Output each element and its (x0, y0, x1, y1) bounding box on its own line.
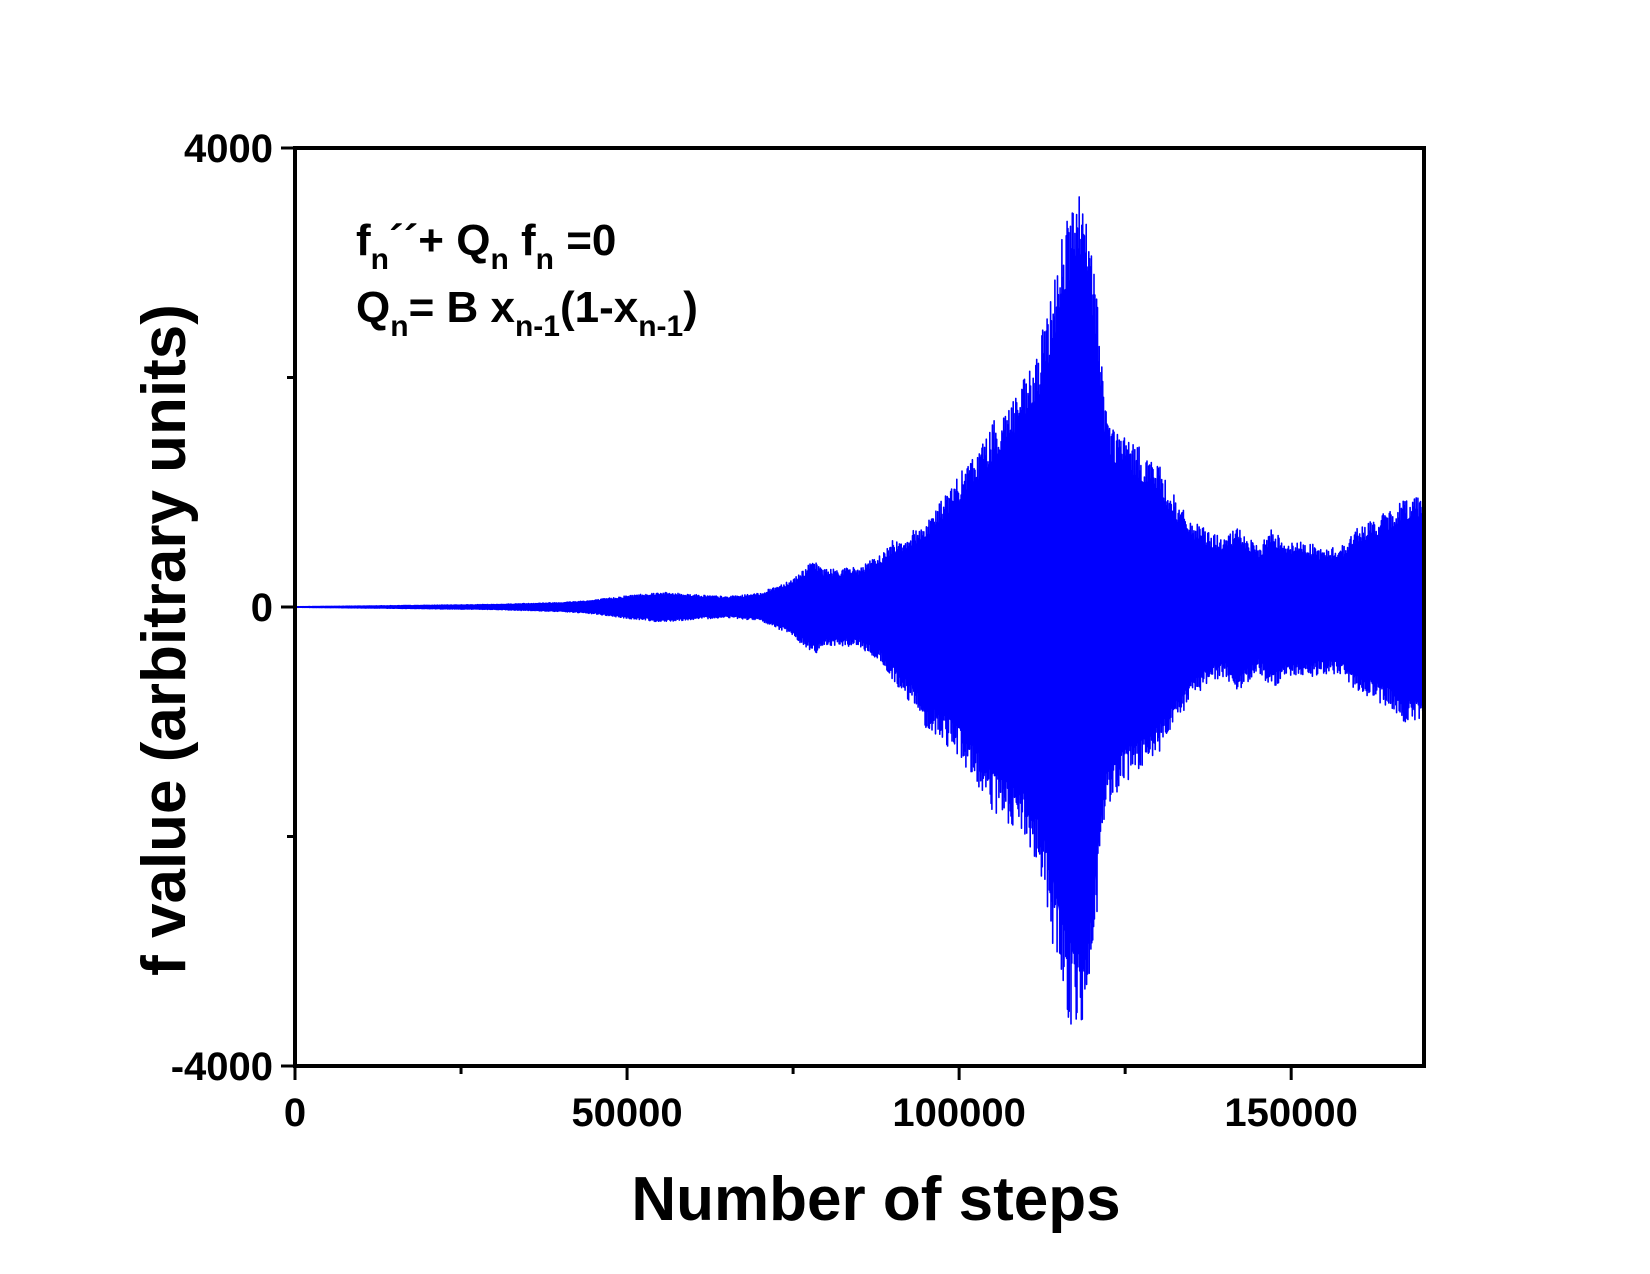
y-tick-label: 0 (251, 586, 273, 630)
axes (281, 146, 1426, 1080)
x-tick-label: 150000 (1224, 1091, 1357, 1135)
y-axis-title: f value (arbitrary units) (130, 304, 199, 976)
series-envelope (295, 273, 1424, 951)
y-tick-label: -4000 (171, 1045, 273, 1089)
plot-area (294, 196, 1425, 1025)
x-axis-title: Number of steps (631, 1165, 1120, 1234)
equation-line-2: Qn= B xn-1(1-xn-1) (356, 283, 698, 343)
equation-line-1: fn´´+ Qn fn =0 (356, 216, 616, 276)
equation-annotation: fn´´+ Qn fn =0 Qn= B xn-1(1-xn-1) (356, 216, 698, 343)
x-tick-label: 100000 (892, 1091, 1025, 1135)
y-tick-label: 4000 (184, 127, 273, 171)
x-tick-label: 50000 (571, 1091, 682, 1135)
x-tick-label: 0 (284, 1091, 306, 1135)
